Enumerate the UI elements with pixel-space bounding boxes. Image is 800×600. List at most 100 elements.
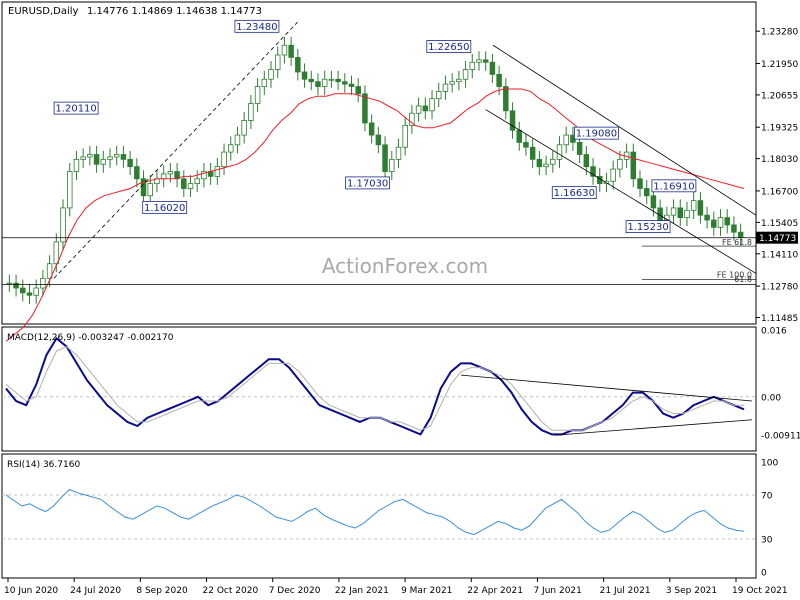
candle-body [33,287,39,296]
candle-body [382,144,388,172]
macd-panel-frame [1,326,757,452]
candle-body [435,90,442,100]
trend-line-dashed [53,21,298,279]
candle-body [704,214,710,221]
candle-body [107,156,113,160]
candle-body [348,83,355,87]
candle-body [389,158,395,172]
candle-body [321,78,328,87]
candle-body [288,44,294,58]
rsi-panel-frame [1,453,757,579]
candle-body [731,224,737,233]
date-tick-label: 21 Jul 2021 [600,586,651,596]
price-annotation-box [142,201,188,214]
candle-body [368,122,375,136]
candle-body [261,78,268,87]
rsi-tick-label: 70 [761,492,773,502]
price-tick-label: 1.19325 [761,124,798,134]
date-tick-label: 8 Sep 2020 [136,586,188,596]
candle-body [295,57,301,73]
macd-trend-lower [554,419,753,436]
candle-body [543,163,549,168]
fib-label: FE 100.0 [717,270,752,279]
candle-body [221,151,227,168]
macd-tick-label: -0.009116 [761,431,800,441]
candle-body [26,292,33,296]
sma-line [5,88,745,342]
candle-body [456,78,462,83]
symbol-title: EURUSD,Daily [8,6,79,17]
price-annotation-label: 1.15230 [627,222,668,233]
candle-body [194,178,200,185]
ohlc-readout: 1.14776 1.14869 1.14638 1.14773 [87,6,262,17]
candle-body [53,241,60,265]
current-price-label: 1.14773 [759,234,796,244]
candle-body [147,183,153,197]
date-tick-label: 22 Apr 2021 [467,586,523,596]
candle-body [87,154,93,158]
candle-body [711,219,717,228]
candle-body [402,124,408,148]
candle-body [160,173,167,180]
date-tick-label: 9 Mar 2021 [401,586,452,596]
price-tick-label: 1.20655 [761,91,798,101]
candle-body [100,158,107,165]
price-annotation-box [651,179,697,193]
date-tick-label: 22 Oct 2020 [203,586,259,596]
candle-body [13,282,19,289]
candle-body [630,151,637,180]
candle-body [281,44,288,56]
price-annotation-label: 1.17030 [347,178,388,189]
macd-layer [2,336,756,436]
price-annotation-label: 1.16910 [653,181,694,192]
candle-body [717,217,724,228]
candle-body [66,171,73,209]
candle-body [610,168,616,182]
price-annotation-box [345,176,391,190]
price-tick-label: 1.16700 [761,187,798,197]
candle-body [120,154,127,160]
candle-body [449,81,455,85]
candle-body [697,200,704,216]
candle-body [395,146,402,160]
candle-body [127,158,133,168]
candle-body [46,263,53,279]
candle-body [167,171,174,175]
candle-body [248,103,254,121]
candle-body [355,86,361,95]
price-tick-label: 1.23280 [761,28,798,38]
candle-body [442,83,449,92]
candle-body [80,156,86,160]
candle-body [140,178,147,197]
fib-label: FE 61.8 [722,238,752,247]
candle-body [20,287,26,294]
fib-label: 61.8 [734,275,752,284]
macd-tick-label: 0.00 [761,393,781,403]
price-tick-label: 1.18030 [761,155,798,165]
price-annotation-box [574,126,619,140]
price-annotation-label: 1.16630 [554,188,595,199]
current-price-tag [756,231,798,244]
candle-body [476,59,482,63]
candle-body [181,178,187,189]
price-annotation-box [53,101,99,115]
macd-signal-line [5,346,744,431]
candle-body [509,110,516,131]
candle-body [301,71,308,80]
price-tick-label: 1.15405 [761,219,798,229]
price-tick-label: 1.21950 [761,60,798,70]
price-tick-label: 1.12780 [761,283,798,293]
price-annotation-box [551,186,597,200]
price-layer: FE 61.8 FE 100.061.8 1.23480 1.22650 1.20110… [2,19,757,342]
rsi-title: RSI(14) 36.7160 [7,460,80,470]
candle-body [254,86,261,104]
candle-body [93,154,100,165]
candle-body [677,207,684,219]
rsi-tick-label: 0 [761,569,767,579]
candle-body [73,158,80,172]
candle-body [174,171,180,180]
candle-body [637,178,643,189]
rsi-tick-label: 30 [761,536,773,546]
price-annotation-label: 1.19080 [576,129,617,140]
